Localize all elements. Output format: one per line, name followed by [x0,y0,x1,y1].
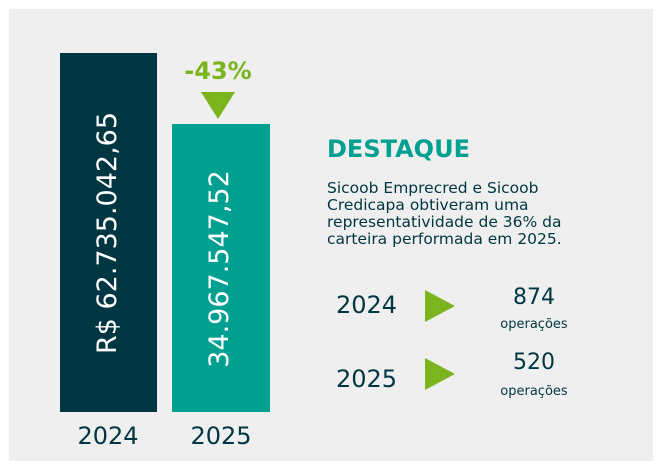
bar-2024 [60,53,157,412]
stat-count: 520 [513,350,555,375]
bar-year: 2024 [77,422,139,450]
stat-unit: operações [500,317,568,332]
bar-label: 34.967.547,52 [204,170,235,368]
stat-count: 874 [513,285,555,310]
highlight-title: DESTAQUE [327,135,470,163]
bar-2025 [172,124,270,412]
down-arrow [201,92,235,119]
right-arrow [425,290,455,322]
bar-year: 2025 [190,422,252,450]
bar-label: R$ 62.735.042,65 [92,111,123,355]
change-label: -43% [184,57,252,85]
highlight-text: Sicoob Emprecred e Sicoob Credicapa obti… [327,179,562,248]
stat-year: 2024 [336,291,398,319]
stat-unit: operações [500,384,568,399]
stat-year: 2025 [336,365,398,393]
right-arrow [425,358,455,390]
